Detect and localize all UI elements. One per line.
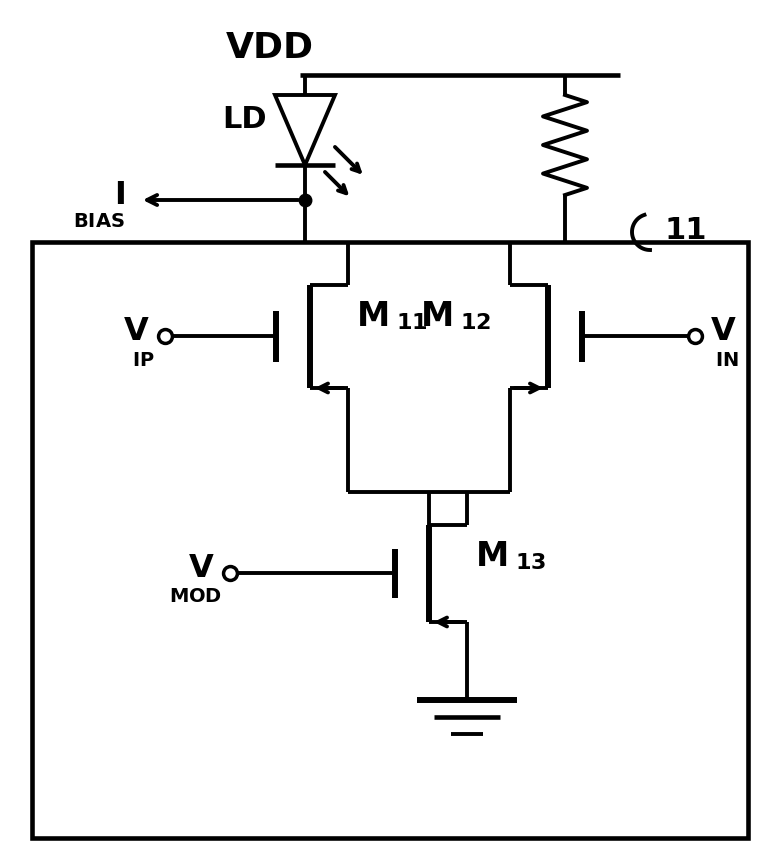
- Bar: [32, 242, 748, 838]
- Text: $\mathbf{V}$: $\mathbf{V}$: [123, 316, 150, 347]
- Text: $\mathbf{I}$: $\mathbf{I}$: [114, 180, 125, 211]
- Polygon shape: [275, 95, 335, 165]
- Text: $\mathbf{MOD}$: $\mathbf{MOD}$: [169, 588, 222, 607]
- Text: LD: LD: [223, 105, 267, 134]
- Text: $\mathbf{M}$: $\mathbf{M}$: [475, 540, 507, 573]
- Text: $\mathbf{M}$: $\mathbf{M}$: [356, 300, 388, 333]
- Text: $\mathbf{IP}$: $\mathbf{IP}$: [132, 350, 155, 369]
- Text: 11: 11: [665, 216, 708, 244]
- Text: $\mathbf{V}$: $\mathbf{V}$: [710, 316, 736, 347]
- Text: $\mathbf{V}$: $\mathbf{V}$: [188, 553, 215, 584]
- Text: $\mathbf{IN}$: $\mathbf{IN}$: [715, 350, 739, 369]
- Text: $\mathbf{13}$: $\mathbf{13}$: [515, 553, 546, 573]
- Text: $\mathbf{BIAS}$: $\mathbf{BIAS}$: [73, 212, 125, 231]
- Text: $\mathbf{M}$: $\mathbf{M}$: [420, 300, 452, 333]
- Text: $\mathbf{11}$: $\mathbf{11}$: [396, 313, 427, 333]
- Text: $\mathbf{12}$: $\mathbf{12}$: [460, 313, 491, 333]
- Text: VDD: VDD: [226, 31, 314, 65]
